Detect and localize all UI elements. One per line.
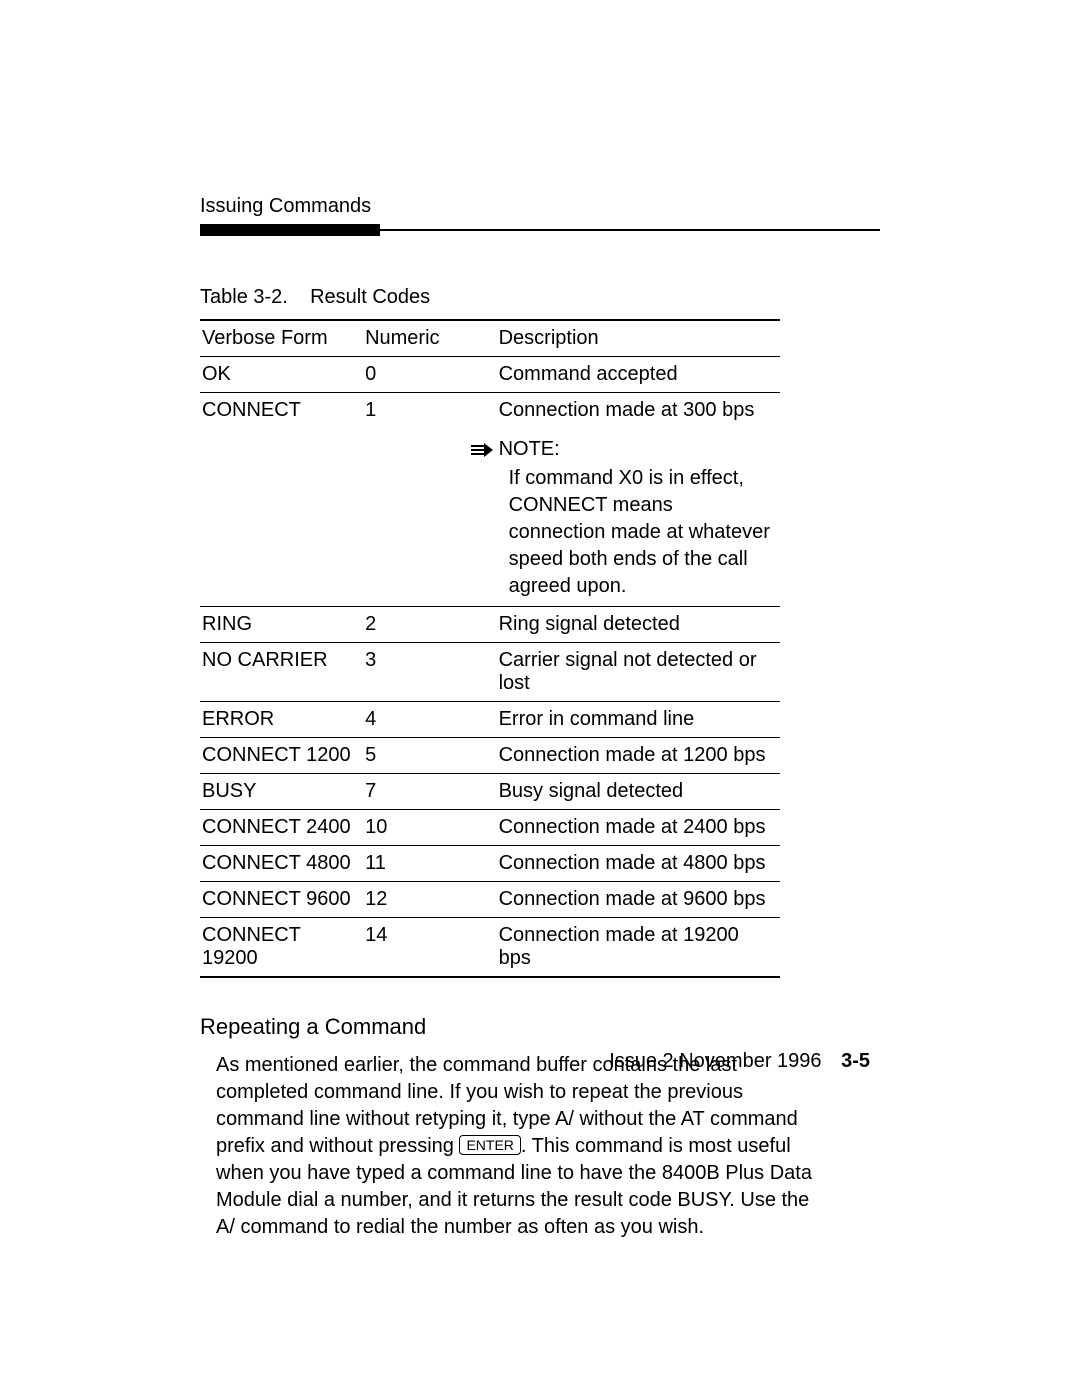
table-row: ERROR 4 Error in command line xyxy=(200,702,780,738)
table-caption-title: Result Codes xyxy=(310,286,430,308)
cell-verbose: CONNECT xyxy=(200,393,363,607)
cell-description: Connection made at 2400 bps xyxy=(497,810,780,846)
table-row: CONNECT 9600 12 Connection made at 9600 … xyxy=(200,882,780,918)
col-header-description: Description xyxy=(497,320,780,357)
cell-description: Connection made at 4800 bps xyxy=(497,846,780,882)
cell-verbose: CONNECT 19200 xyxy=(200,918,363,978)
cell-numeric: 12 xyxy=(363,882,497,918)
cell-numeric: 0 xyxy=(363,357,497,393)
cell-numeric: 4 xyxy=(363,702,497,738)
table-row: OK 0 Command accepted xyxy=(200,357,780,393)
enter-key-icon: ENTER xyxy=(459,1135,520,1155)
table-row: BUSY 7 Busy signal detected xyxy=(200,774,780,810)
header-rule-thick xyxy=(200,224,380,236)
cell-description: Connection made at 300 bps NOTE: xyxy=(497,393,780,607)
cell-numeric: 1 xyxy=(363,393,497,607)
page-footer: Issue 2 November 1996 3-5 xyxy=(609,1050,870,1073)
cell-numeric: 10 xyxy=(363,810,497,846)
cell-numeric: 2 xyxy=(363,607,497,643)
cell-verbose: OK xyxy=(200,357,363,393)
note-block: NOTE: If command X0 is in effect, CONNEC… xyxy=(499,436,774,600)
cell-description: Error in command line xyxy=(497,702,780,738)
cell-numeric: 14 xyxy=(363,918,497,978)
table-caption-label: Table 3-2. xyxy=(200,286,288,308)
cell-verbose: RING xyxy=(200,607,363,643)
table-row: CONNECT 19200 14 Connection made at 1920… xyxy=(200,918,780,978)
table-row: CONNECT 4800 11 Connection made at 4800 … xyxy=(200,846,780,882)
note-label-row: NOTE: xyxy=(471,436,774,463)
table-row: NO CARRIER 3 Carrier signal not detected… xyxy=(200,643,780,702)
cell-verbose: BUSY xyxy=(200,774,363,810)
table-row: CONNECT 2400 10 Connection made at 2400 … xyxy=(200,810,780,846)
note-arrow-icon xyxy=(471,443,493,457)
table-header-row: Verbose Form Numeric Description xyxy=(200,320,780,357)
cell-description: Connection made at 19200 bps xyxy=(497,918,780,978)
footer-issue: Issue 2 November 1996 xyxy=(609,1050,821,1072)
col-header-verbose: Verbose Form xyxy=(200,320,363,357)
header-rule xyxy=(200,224,880,236)
cell-description: Connection made at 9600 bps xyxy=(497,882,780,918)
table-row: RING 2 Ring signal detected xyxy=(200,607,780,643)
section-heading: Repeating a Command xyxy=(200,1014,880,1040)
table-caption: Table 3-2. Result Codes xyxy=(200,286,880,309)
cell-numeric: 3 xyxy=(363,643,497,702)
footer-page-number: 3-5 xyxy=(841,1050,870,1072)
table-row: CONNECT 1200 5 Connection made at 1200 b… xyxy=(200,738,780,774)
cell-verbose: CONNECT 4800 xyxy=(200,846,363,882)
table-body: OK 0 Command accepted CONNECT 1 Connecti… xyxy=(200,357,780,978)
cell-description: Ring signal detected xyxy=(497,607,780,643)
cell-verbose: CONNECT 2400 xyxy=(200,810,363,846)
table-row: CONNECT 1 Connection made at 300 bps xyxy=(200,393,780,607)
cell-verbose: ERROR xyxy=(200,702,363,738)
running-head: Issuing Commands xyxy=(200,195,880,218)
cell-description: Connection made at 1200 bps xyxy=(497,738,780,774)
cell-description-text: Connection made at 300 bps xyxy=(499,399,755,421)
content-area: Issuing Commands Table 3-2. Result Codes… xyxy=(200,195,880,1241)
cell-description: Command accepted xyxy=(497,357,780,393)
cell-numeric: 7 xyxy=(363,774,497,810)
result-codes-table: Verbose Form Numeric Description OK 0 Co… xyxy=(200,319,780,978)
note-text: If command X0 is in effect, CONNECT mean… xyxy=(509,465,774,600)
col-header-numeric: Numeric xyxy=(363,320,497,357)
page: Issuing Commands Table 3-2. Result Codes… xyxy=(0,0,1080,1397)
cell-description: Carrier signal not detected or lost xyxy=(497,643,780,702)
cell-description: Busy signal detected xyxy=(497,774,780,810)
cell-numeric: 5 xyxy=(363,738,497,774)
cell-numeric: 11 xyxy=(363,846,497,882)
cell-verbose: CONNECT 9600 xyxy=(200,882,363,918)
section-body: As mentioned earlier, the command buffer… xyxy=(216,1052,816,1241)
cell-verbose: CONNECT 1200 xyxy=(200,738,363,774)
cell-verbose: NO CARRIER xyxy=(200,643,363,702)
header-rule-thin xyxy=(380,229,880,231)
note-label: NOTE: xyxy=(499,436,560,463)
